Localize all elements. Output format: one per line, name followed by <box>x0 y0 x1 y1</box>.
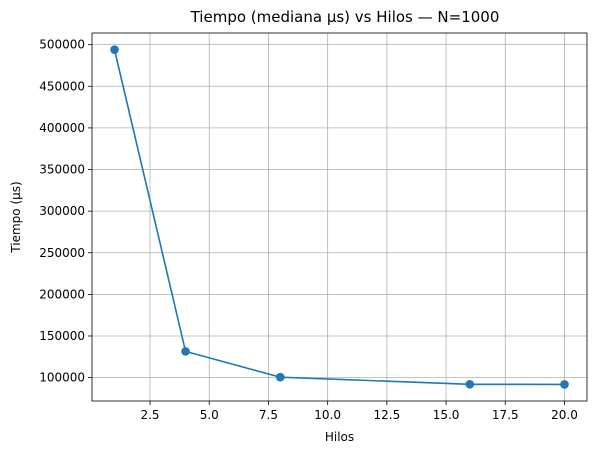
x-tick-label: 10.0 <box>314 408 341 422</box>
plot-frame <box>91 32 588 402</box>
x-tick-label: 2.5 <box>140 408 159 422</box>
y-tick-label: 100000 <box>39 371 85 385</box>
x-tick-label: 17.5 <box>492 408 519 422</box>
x-tick-label: 12.5 <box>374 408 401 422</box>
y-tick-label: 500000 <box>39 38 85 52</box>
ticks: 2.5 5.0 7.5 10.0 12.5 15.0 17.5 20.0 100000 15000… <box>39 38 578 422</box>
data-point <box>110 45 119 54</box>
data-point <box>465 379 475 389</box>
data-point <box>181 347 190 356</box>
series-layer <box>110 45 569 389</box>
x-axis-label: Hilos <box>325 430 354 444</box>
x-tick-label: 15.0 <box>433 408 460 422</box>
y-tick-label: 150000 <box>39 329 85 343</box>
x-tick-label: 20.0 <box>551 408 578 422</box>
y-tick-label: 400000 <box>39 121 85 135</box>
y-tick-label: 200000 <box>39 287 85 301</box>
series-line <box>113 49 565 386</box>
y-tick-label: 250000 <box>39 246 85 260</box>
x-tick-label: 7.5 <box>259 408 278 422</box>
grid <box>92 33 587 401</box>
y-tick-label: 350000 <box>39 163 85 177</box>
data-point <box>560 380 569 389</box>
chart-title: Tiempo (mediana µs) vs Hilos — N=1000 <box>190 8 500 26</box>
y-tick-label: 300000 <box>39 204 85 218</box>
x-tick-label: 5.0 <box>200 408 219 422</box>
y-tick-label: 450000 <box>39 79 85 93</box>
y-axis-label: Tiempo (µs) <box>9 181 23 253</box>
data-point <box>275 372 285 382</box>
